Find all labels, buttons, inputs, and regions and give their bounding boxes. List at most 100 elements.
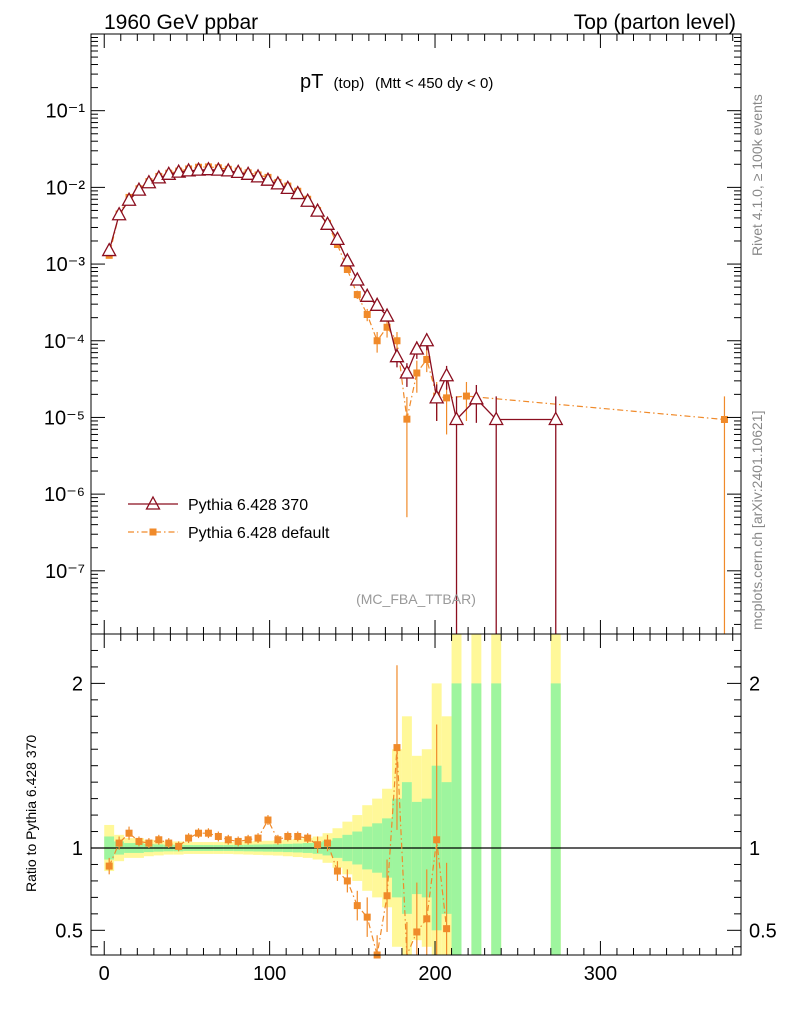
ratio-point bbox=[423, 915, 431, 923]
ratio-point bbox=[304, 834, 312, 842]
ratio-point bbox=[343, 877, 351, 885]
series-default-point bbox=[363, 310, 371, 318]
ratio-point bbox=[135, 837, 143, 845]
series-ref-point bbox=[329, 230, 346, 246]
analysis-tag: (MC_FBA_TTBAR) bbox=[356, 591, 476, 607]
series-default-point bbox=[373, 337, 381, 345]
ratio-point bbox=[185, 834, 193, 842]
ratio-point bbox=[314, 841, 322, 849]
ratio-point bbox=[294, 832, 302, 840]
series-ref-point bbox=[399, 364, 415, 379]
ratio-point bbox=[115, 839, 123, 847]
main-panel bbox=[101, 161, 728, 634]
series-ref-point bbox=[230, 163, 246, 179]
ratio-point bbox=[195, 829, 203, 837]
ratio-point bbox=[105, 862, 113, 870]
main-frame bbox=[90, 33, 742, 635]
series-default-point bbox=[720, 416, 728, 424]
series-ref-point bbox=[131, 181, 147, 196]
series-ref-point bbox=[121, 191, 137, 206]
series-default-point bbox=[353, 291, 361, 299]
series-default-point bbox=[393, 337, 401, 345]
main-y-tick-label: 10⁻¹ bbox=[46, 101, 86, 123]
panel-frames bbox=[90, 33, 742, 956]
series-default-point bbox=[403, 415, 411, 423]
main-y-tick-label: 10⁻⁴ bbox=[44, 331, 85, 353]
series-ref-point bbox=[419, 332, 435, 347]
ratio-y-tick-label: 0.5 bbox=[55, 920, 83, 942]
ratio-point bbox=[264, 816, 272, 824]
series-ref-point bbox=[319, 215, 336, 230]
series-default-point bbox=[343, 265, 351, 273]
ratio-frame bbox=[90, 633, 742, 956]
ratio-point bbox=[145, 839, 153, 847]
series-default-point bbox=[423, 355, 431, 363]
ratio-y-tick-label: 1 bbox=[72, 838, 83, 860]
x-tick-label: 0 bbox=[99, 963, 110, 985]
axes: 10⁻⁷ 10⁻⁶ 10⁻⁵ 10⁻⁴ 10⁻³ 10⁻² 10⁻¹ 0 100 200 300 0.… bbox=[44, 33, 777, 985]
series-default-point bbox=[443, 394, 451, 402]
series-ref-point bbox=[389, 348, 405, 363]
series-default-point bbox=[413, 369, 421, 377]
plot-title-sub2: (Mtt < 450 dy < 0) bbox=[375, 75, 493, 92]
series-ref-point bbox=[309, 202, 326, 217]
ratio-point bbox=[204, 829, 212, 837]
series-ref-point bbox=[260, 171, 276, 186]
series-ref-point bbox=[379, 307, 395, 322]
header-left: 1960 GeV ppbar bbox=[104, 11, 258, 34]
ratio-point bbox=[284, 832, 292, 840]
ratio-point bbox=[324, 839, 332, 847]
series-ref-point bbox=[250, 168, 266, 183]
ratio-point bbox=[443, 925, 451, 933]
series-ref-point bbox=[180, 162, 197, 177]
series-ref-point bbox=[548, 411, 564, 426]
ratio-panel bbox=[91, 634, 741, 959]
series-ref-point bbox=[349, 271, 365, 286]
ratio-point bbox=[433, 836, 441, 844]
series-ref-point bbox=[270, 175, 286, 190]
series-ref-point bbox=[101, 242, 117, 257]
series-ref-point bbox=[339, 252, 355, 267]
series-ref-point bbox=[439, 367, 455, 382]
ratio-point bbox=[244, 836, 252, 844]
header-right: Top (parton level) bbox=[574, 11, 736, 34]
ratio-y-tick-label-right: 2 bbox=[749, 673, 760, 695]
ratio-point bbox=[363, 913, 371, 921]
series-ref-point bbox=[468, 390, 484, 405]
ratio-point bbox=[393, 744, 401, 752]
main-y-tick-label: 10⁻⁵ bbox=[44, 407, 85, 429]
main-y-tick-label: 10⁻³ bbox=[46, 254, 86, 276]
series-ref-point bbox=[220, 162, 236, 177]
plot-title-sub1: (top) bbox=[334, 75, 365, 92]
series-ref-line bbox=[108, 169, 556, 421]
legend-marker-mc bbox=[149, 528, 157, 536]
series-ref-point bbox=[429, 389, 445, 404]
x-tick-label: 300 bbox=[584, 963, 617, 985]
series-ref-point bbox=[409, 340, 425, 355]
ratio-band-inner bbox=[491, 683, 502, 955]
ratio-y-tick-label-right: 1 bbox=[749, 838, 760, 860]
series-ref-point bbox=[300, 192, 316, 207]
series-ref-point bbox=[210, 161, 226, 176]
series-ref-point bbox=[488, 411, 504, 426]
series-ref-point bbox=[141, 174, 157, 189]
plot-title: pT (top) (Mtt < 450 dy < 0) bbox=[300, 71, 493, 93]
ratio-band-inner bbox=[471, 683, 482, 955]
ratio-point bbox=[254, 834, 262, 842]
series-ref-point bbox=[240, 165, 256, 180]
ratio-point bbox=[224, 836, 232, 844]
side-label-rivet: Rivet 4.1.0, ≥ 100k events bbox=[749, 94, 765, 256]
ratio-band-inner bbox=[550, 683, 561, 955]
ratio-point bbox=[155, 836, 163, 844]
ratio-point bbox=[234, 837, 242, 845]
ratio-point bbox=[214, 832, 222, 840]
ratio-point bbox=[125, 829, 133, 837]
ratio-ylabel: Ratio to Pythia 6.428 370 bbox=[23, 735, 39, 892]
ratio-point bbox=[333, 867, 341, 875]
series-ref-point bbox=[190, 161, 207, 176]
series-ref-point bbox=[171, 163, 187, 178]
plot-title-main: pT bbox=[300, 71, 323, 93]
ratio-point bbox=[383, 892, 391, 900]
legend-label-ref: Pythia 6.428 370 bbox=[188, 497, 308, 514]
